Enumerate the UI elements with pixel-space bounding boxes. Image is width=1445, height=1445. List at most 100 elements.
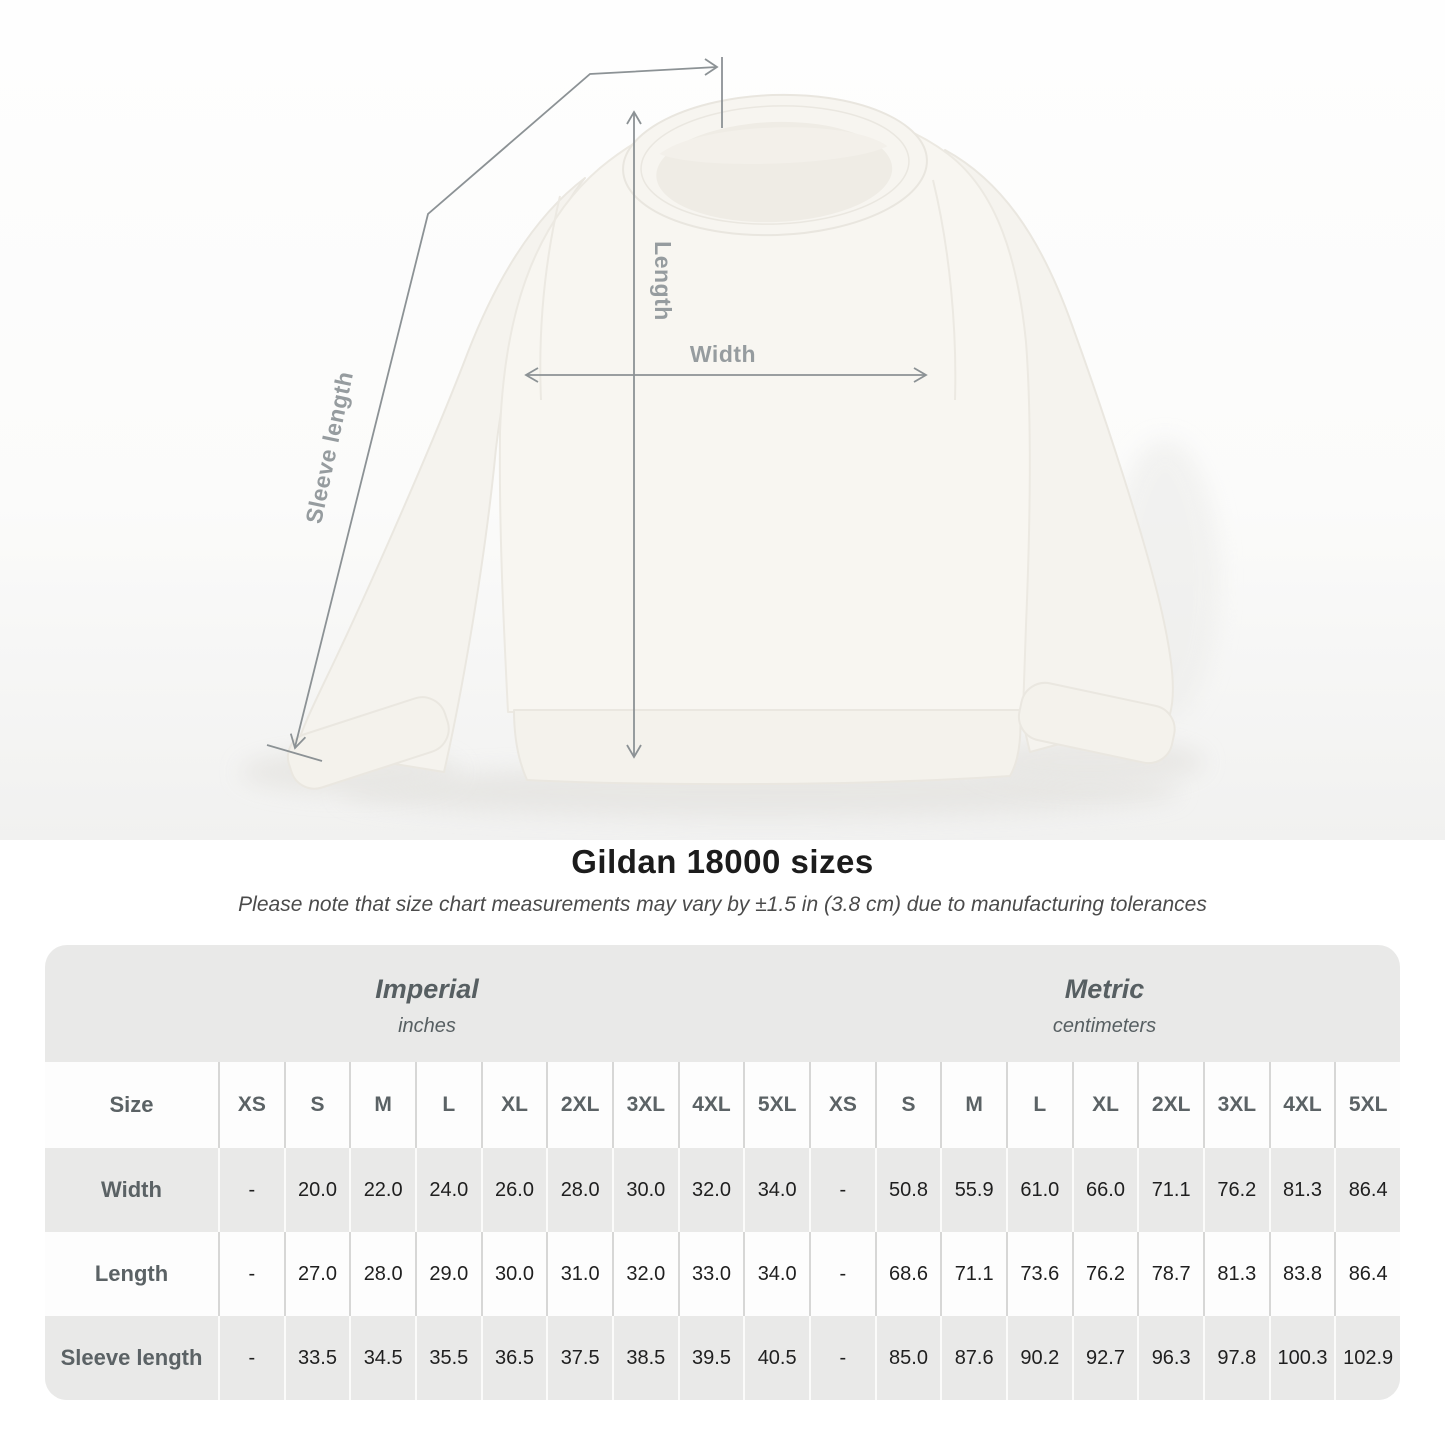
torso: [498, 102, 1031, 713]
value-imperial: 37.5: [546, 1316, 612, 1400]
value-metric: 96.3: [1137, 1316, 1203, 1400]
value-imperial: 26.0: [480, 1148, 547, 1232]
value-imperial: 33.5: [283, 1316, 350, 1400]
imperial-group-unit: inches: [398, 1014, 456, 1037]
size-col-imperial-4XL: 4XL: [677, 1062, 744, 1148]
size-col-metric-XS: XS: [808, 1062, 875, 1148]
table-row-length: Length -27.0 28.0 29.0 30.0 31.0 32.0 33.0 34.0-…: [45, 1232, 1400, 1316]
value-metric: 68.6: [874, 1232, 941, 1316]
value-imperial: 29.0: [414, 1232, 481, 1316]
value-metric: 102.9: [1334, 1316, 1400, 1400]
value-imperial: 28.0: [546, 1148, 612, 1232]
value-imperial: 38.5: [611, 1316, 678, 1400]
length-measure: [626, 110, 642, 759]
unit-group-header: Imperial inches Metric centimeters: [45, 945, 1400, 1062]
sweatshirt-diagram: Length Width Sleeve length: [0, 0, 1445, 840]
value-imperial: -: [218, 1316, 284, 1400]
waistband: [513, 709, 1022, 786]
value-metric: 73.6: [1005, 1232, 1072, 1316]
value-metric: 81.3: [1268, 1148, 1335, 1232]
imperial-group-title: Imperial: [375, 973, 479, 1004]
value-imperial: 24.0: [414, 1148, 481, 1232]
size-col-imperial-3XL: 3XL: [611, 1062, 678, 1148]
tolerance-note: Please note that size chart measurements…: [238, 893, 1207, 916]
value-metric: 97.8: [1202, 1316, 1269, 1400]
size-col-imperial-XS: XS: [218, 1062, 284, 1148]
value-imperial: 32.0: [611, 1232, 678, 1316]
value-metric: 81.3: [1202, 1232, 1269, 1316]
size-col-metric-XL: XL: [1071, 1062, 1138, 1148]
size-chart-table: Imperial inches Metric centimeters Size X…: [45, 945, 1400, 1400]
right-cuff: [1017, 681, 1176, 765]
value-imperial: 39.5: [677, 1316, 744, 1400]
value-metric: 90.2: [1005, 1316, 1072, 1400]
sweatshirt-svg: Length Width Sleeve length: [0, 0, 1445, 840]
width-measure-label: Width: [690, 341, 756, 367]
value-metric: 100.3: [1268, 1316, 1335, 1400]
left-cuff: [286, 696, 450, 790]
metric-group-header: Metric centimeters: [809, 945, 1400, 1062]
value-metric: 76.2: [1071, 1232, 1138, 1316]
value-metric: 61.0: [1005, 1148, 1072, 1232]
value-metric: 78.7: [1137, 1232, 1203, 1316]
row-label: Length: [94, 1261, 169, 1286]
value-imperial: 22.0: [349, 1148, 415, 1232]
value-metric: 83.8: [1268, 1232, 1335, 1316]
value-imperial: 40.5: [743, 1316, 809, 1400]
value-imperial: 34.0: [743, 1232, 809, 1316]
size-header-row: Size XS S M L XL 2XL 3XL 4XL 5XL XS S M L XL 2XL 3XL 4XL 5…: [45, 1062, 1400, 1148]
size-col-metric-4XL: 4XL: [1268, 1062, 1335, 1148]
value-imperial: 34.0: [743, 1148, 809, 1232]
value-metric: 76.2: [1202, 1148, 1269, 1232]
size-col-metric-5XL: 5XL: [1334, 1062, 1400, 1148]
size-col-imperial-2XL: 2XL: [546, 1062, 612, 1148]
width-measure: [524, 367, 928, 383]
size-col-metric-2XL: 2XL: [1137, 1062, 1203, 1148]
size-col-metric-3XL: 3XL: [1202, 1062, 1269, 1148]
row-label: Sleeve length: [60, 1345, 203, 1370]
value-metric: -: [808, 1316, 875, 1400]
size-col-imperial-L: L: [414, 1062, 481, 1148]
shoulder-seam-right: [932, 179, 957, 401]
value-metric: 55.9: [940, 1148, 1006, 1232]
value-metric: 85.0: [874, 1316, 941, 1400]
value-imperial: -: [218, 1232, 284, 1316]
value-metric: 66.0: [1071, 1148, 1138, 1232]
size-corner-header: Size: [109, 1092, 154, 1117]
value-imperial: 32.0: [677, 1148, 744, 1232]
value-imperial: -: [218, 1148, 284, 1232]
value-imperial: 28.0: [349, 1232, 415, 1316]
size-col-imperial-M: M: [349, 1062, 415, 1148]
value-metric: -: [808, 1232, 875, 1316]
size-grid: Size XS S M L XL 2XL 3XL 4XL 5XL XS S M L XL 2XL 3XL 4XL 5…: [45, 1062, 1400, 1400]
value-metric: 92.7: [1071, 1316, 1138, 1400]
value-metric: 87.6: [940, 1316, 1006, 1400]
size-col-imperial-XL: XL: [480, 1062, 547, 1148]
value-imperial: 35.5: [414, 1316, 481, 1400]
metric-group-title: Metric: [1064, 973, 1145, 1004]
size-col-imperial-5XL: 5XL: [743, 1062, 809, 1148]
measurement-lines: [266, 57, 928, 762]
row-label: Width: [101, 1177, 162, 1202]
metric-group-unit: centimeters: [1052, 1014, 1157, 1037]
sleeve-measure: [266, 57, 723, 762]
value-metric: 50.8: [874, 1148, 941, 1232]
page-title: Gildan 18000 sizes: [571, 843, 874, 880]
value-metric: 86.4: [1334, 1148, 1400, 1232]
size-col-metric-S: S: [874, 1062, 941, 1148]
table-row-sleeve-length: Sleeve length -33.5 34.5 35.5 36.5 37.5 38.5 39…: [45, 1316, 1400, 1400]
value-imperial: 20.0: [283, 1148, 350, 1232]
length-measure-label: Length: [650, 241, 676, 321]
size-col-imperial-S: S: [283, 1062, 350, 1148]
collar: [622, 93, 928, 237]
imperial-group-header: Imperial inches: [45, 945, 809, 1062]
value-imperial: 27.0: [283, 1232, 350, 1316]
value-imperial: 31.0: [546, 1232, 612, 1316]
value-imperial: 33.0: [677, 1232, 744, 1316]
value-imperial: 36.5: [480, 1316, 547, 1400]
value-metric: 71.1: [1137, 1148, 1203, 1232]
value-metric: 71.1: [940, 1232, 1006, 1316]
sweatshirt: [286, 93, 1176, 790]
value-metric: 86.4: [1334, 1232, 1400, 1316]
